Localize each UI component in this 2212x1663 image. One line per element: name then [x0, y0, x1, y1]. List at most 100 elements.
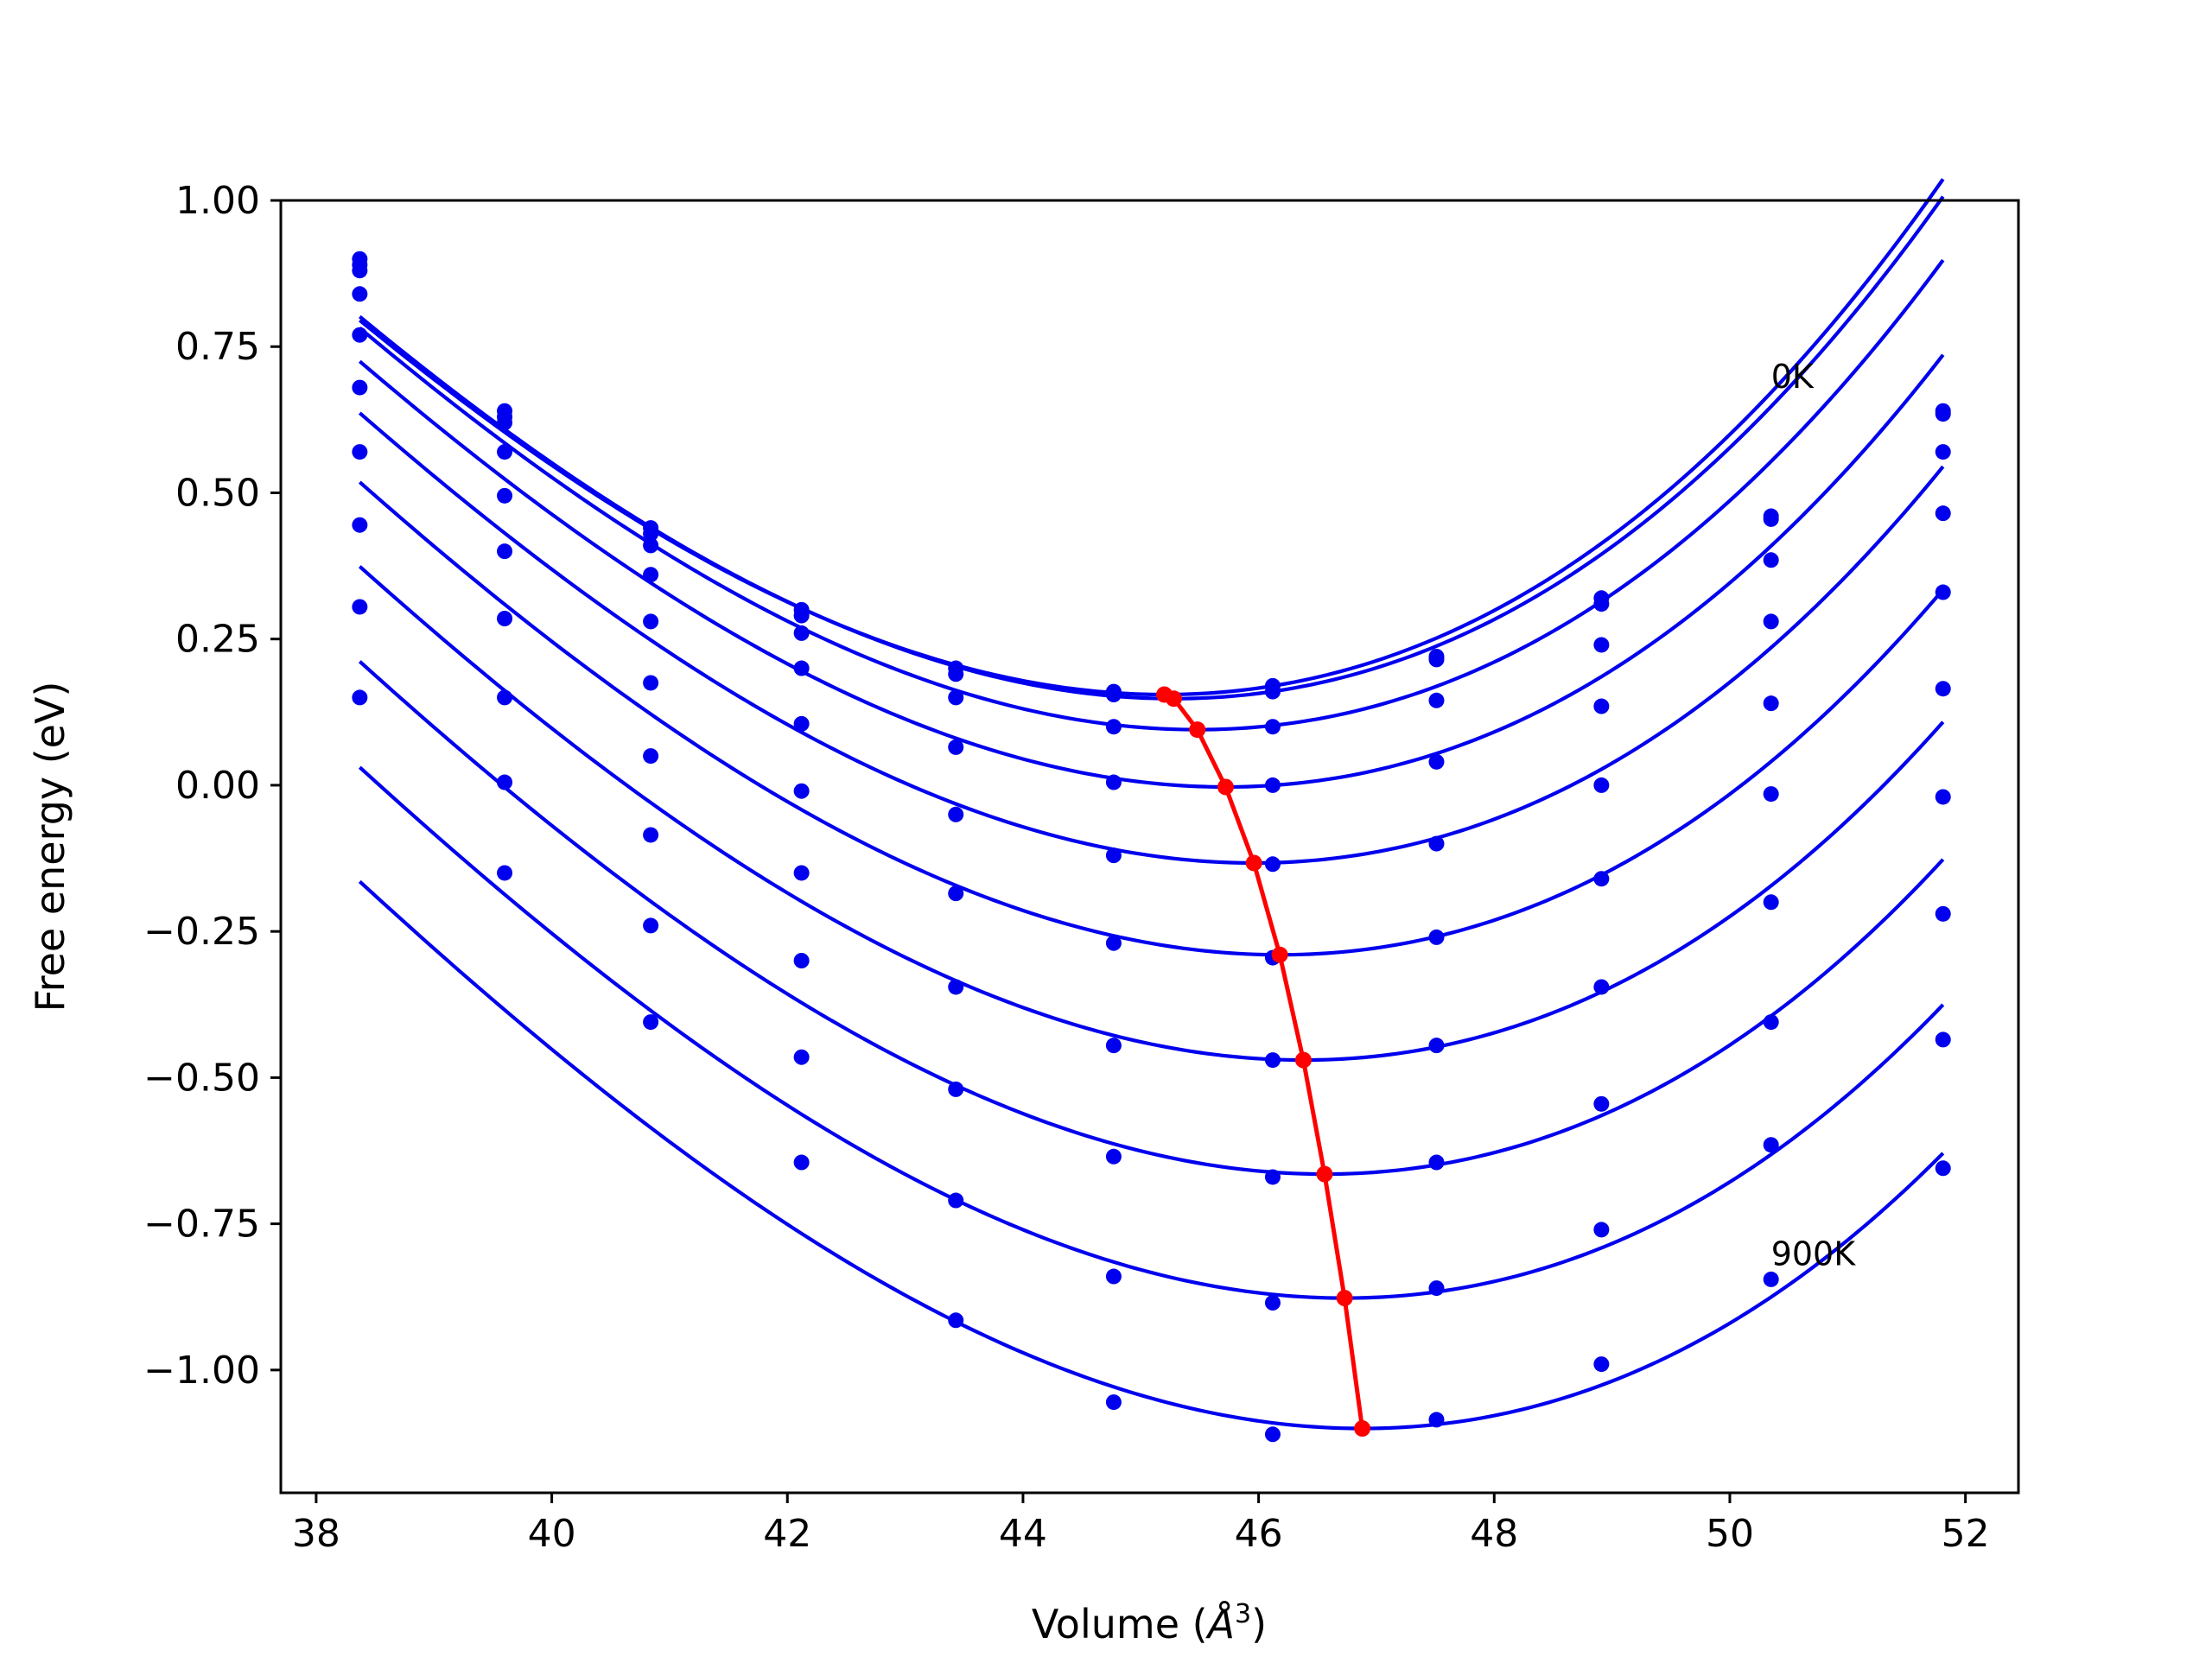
data-point-700K-0 [352, 517, 368, 533]
data-point-800K-0 [352, 599, 368, 615]
data-point-300K-6 [1264, 777, 1281, 793]
fit-curve-400K [358, 411, 1945, 866]
y-tick-label-2: 0.50 [175, 471, 260, 515]
data-point-500K-3 [793, 783, 810, 799]
x-tick-label-44: 44 [999, 1512, 1047, 1556]
annotation-0k: 0K [1771, 358, 1815, 396]
data-point-700K-6 [1264, 1169, 1281, 1185]
data-point-500K-2 [643, 675, 659, 691]
data-point-400K-0 [352, 327, 368, 343]
x-tick-label-38: 38 [292, 1512, 340, 1556]
data-point-300K-3 [793, 660, 810, 676]
data-point-200K-5 [1105, 719, 1122, 735]
minimum-point-8 [1336, 1290, 1353, 1307]
x-axis-ticks: 38 40 42 44 46 48 50 52 [292, 1493, 1990, 1556]
data-point-700K-5 [1105, 1148, 1122, 1165]
data-point-600K-9 [1763, 894, 1779, 911]
data-point-400K-2 [643, 613, 659, 630]
data-point-700K-9 [1763, 1014, 1779, 1031]
data-point-500K-5 [1105, 935, 1122, 951]
data-point-300K-2 [643, 567, 659, 583]
data-point-800K-6 [1264, 1295, 1281, 1311]
data-point-200K-1 [497, 415, 513, 431]
data-point-900K-8 [1593, 1356, 1610, 1373]
minimum-point-9 [1354, 1420, 1371, 1438]
data-point-300K-7 [1428, 753, 1445, 770]
data-point-900K-3 [793, 1154, 810, 1171]
data-point-700K-8 [1593, 1095, 1610, 1112]
data-point-400K-7 [1428, 835, 1445, 852]
data-point-600K-4 [948, 979, 964, 995]
data-point-300K-4 [948, 739, 964, 755]
fit-curves-layer [358, 178, 1945, 1431]
annotation-900k: 900K [1771, 1235, 1857, 1273]
data-point-400K-10 [1935, 584, 1951, 600]
data-point-300K-8 [1593, 698, 1610, 714]
minimum-point-6 [1294, 1051, 1312, 1069]
data-point-300K-9 [1763, 613, 1779, 630]
data-point-600K-2 [643, 748, 659, 765]
minimum-point-1 [1165, 690, 1182, 708]
data-point-100K-8 [1593, 596, 1610, 613]
data-point-600K-10 [1935, 789, 1951, 805]
data-point-500K-4 [948, 885, 964, 902]
data-point-600K-8 [1593, 979, 1610, 995]
data-point-300K-5 [1105, 774, 1122, 790]
fit-curve-800K [358, 765, 1945, 1300]
fit-curve-700K [358, 660, 1945, 1177]
data-point-800K-1 [497, 774, 513, 790]
data-point-700K-2 [643, 827, 659, 843]
data-point-900K-5 [1105, 1394, 1122, 1411]
fit-curve-900K [358, 879, 1945, 1431]
data-point-200K-6 [1264, 719, 1281, 735]
minimum-point-2 [1189, 721, 1206, 739]
data-point-400K-8 [1593, 777, 1610, 793]
data-point-900K-0 [352, 689, 368, 706]
minimum-point-5 [1271, 946, 1288, 963]
data-point-700K-7 [1428, 1154, 1445, 1171]
data-point-800K-5 [1105, 1268, 1122, 1285]
minimum-point-4 [1245, 854, 1262, 872]
data-point-700K-10 [1935, 905, 1951, 922]
data-point-600K-6 [1264, 1052, 1281, 1069]
data-point-100K-4 [948, 666, 964, 682]
data-point-900K-2 [643, 1014, 659, 1031]
data-point-800K-4 [948, 1192, 964, 1209]
data-point-100K-2 [643, 525, 659, 542]
data-point-400K-5 [1105, 847, 1122, 864]
fit-curve-0K [359, 178, 1945, 697]
data-point-600K-7 [1428, 1038, 1445, 1054]
data-point-500K-7 [1428, 929, 1445, 945]
data-point-800K-2 [643, 917, 659, 934]
x-axis-title: Volume (Å3) [1032, 1599, 1267, 1647]
data-point-700K-4 [948, 1081, 964, 1097]
y-axis-title: Free energy (eV) [27, 682, 73, 1012]
data-point-400K-3 [793, 715, 810, 732]
data-point-300K-0 [352, 286, 368, 302]
data-point-900K-9 [1763, 1271, 1779, 1287]
data-point-700K-1 [497, 689, 513, 706]
data-point-800K-7 [1428, 1280, 1445, 1297]
data-point-800K-10 [1935, 1031, 1951, 1048]
annotations-layer: 0K 900K [1771, 358, 1857, 1273]
data-point-600K-3 [793, 865, 810, 881]
y-tick-label-4: 0.00 [175, 764, 260, 808]
data-point-900K-7 [1428, 1412, 1445, 1428]
data-point-200K-0 [352, 263, 368, 279]
data-point-200K-3 [793, 625, 810, 641]
data-point-800K-9 [1763, 1137, 1779, 1153]
data-points-layer [352, 251, 1951, 1443]
data-point-400K-6 [1264, 856, 1281, 873]
fit-curve-600K [358, 565, 1945, 1063]
data-point-400K-1 [497, 487, 513, 504]
minimum-path-line [1163, 692, 1365, 1429]
data-point-900K-6 [1264, 1426, 1281, 1443]
x-tick-label-50: 50 [1706, 1512, 1754, 1556]
data-point-800K-3 [793, 1049, 810, 1065]
data-point-100K-6 [1264, 683, 1281, 700]
data-point-100K-9 [1763, 511, 1779, 527]
data-point-600K-0 [352, 444, 368, 460]
data-point-400K-4 [948, 806, 964, 822]
fit-curve-300K [358, 353, 1945, 790]
